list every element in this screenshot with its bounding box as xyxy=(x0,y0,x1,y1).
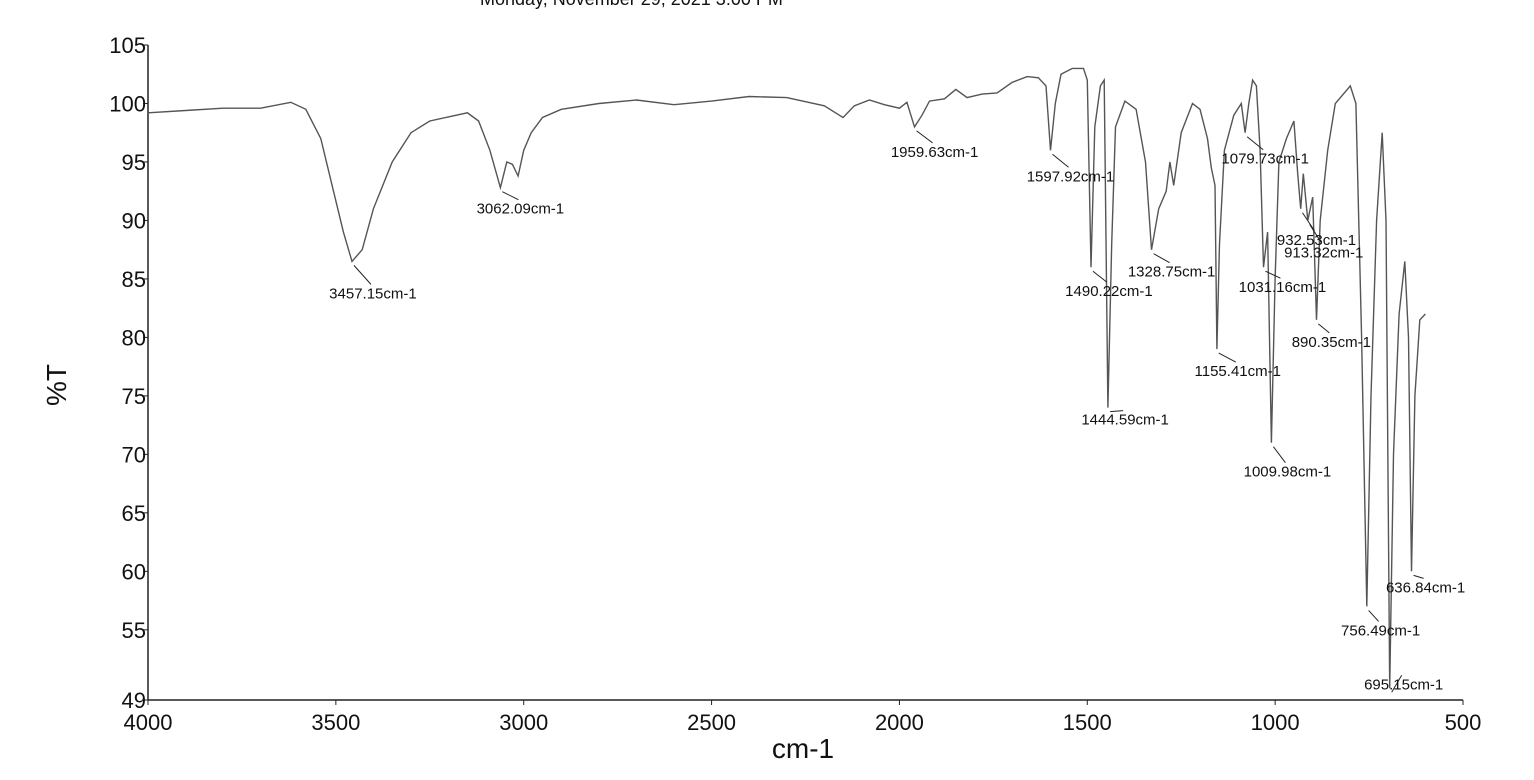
annotation-leader xyxy=(1218,352,1236,363)
annotation: 1597.92cm-1 xyxy=(1027,168,1115,185)
x-tick-label: 3500 xyxy=(311,710,360,735)
annotation-leader xyxy=(1153,253,1170,264)
annotation-leader xyxy=(916,130,933,144)
annotation-leader xyxy=(1368,610,1380,622)
y-tick-label: 80 xyxy=(122,325,146,350)
annotation-leader xyxy=(1302,212,1315,232)
annotation: 1031.16cm-1 xyxy=(1239,279,1327,296)
y-axis-label: %T xyxy=(41,364,72,406)
annotation-leader xyxy=(1246,136,1264,151)
annotation: 1009.98cm-1 xyxy=(1244,464,1332,481)
annotation: 756.49cm-1 xyxy=(1341,622,1420,639)
annotation-leader xyxy=(1265,270,1281,279)
y-tick-label: 55 xyxy=(122,618,146,643)
annotation: 1444.59cm-1 xyxy=(1081,412,1169,429)
spectrum-line xyxy=(147,67,1426,689)
chart-title: Monday, November 29, 2021 3:00 PM xyxy=(480,0,783,9)
y-tick-label: 90 xyxy=(122,208,146,233)
y-tick-label: 65 xyxy=(122,501,146,526)
annotation: 932.53cm-1 xyxy=(1277,232,1356,249)
annotation: 1959.63cm-1 xyxy=(891,144,979,161)
annotation-leader xyxy=(1092,270,1108,283)
y-tick-label: 105 xyxy=(109,33,146,58)
annotation-leader xyxy=(1318,323,1330,334)
y-tick-label: 95 xyxy=(122,150,146,175)
annotation-leader xyxy=(1110,410,1124,413)
annotation-leader xyxy=(1272,446,1286,463)
annotation-leader xyxy=(1413,574,1424,579)
annotation: 1490.22cm-1 xyxy=(1065,283,1153,300)
y-tick-label: 75 xyxy=(122,384,146,409)
annotation: 636.84cm-1 xyxy=(1386,579,1465,596)
x-tick-label: 1500 xyxy=(1063,710,1112,735)
annotation: 695.15cm-1 xyxy=(1364,676,1443,693)
x-axis-label: cm-1 xyxy=(772,733,834,764)
x-tick-label: 1000 xyxy=(1251,710,1300,735)
annotation: 3062.09cm-1 xyxy=(477,201,565,218)
annotation: 913.32cm-1 xyxy=(1284,244,1363,261)
x-tick-label: 2000 xyxy=(875,710,924,735)
annotation-leader xyxy=(1391,675,1403,693)
annotation-leader xyxy=(1052,153,1069,168)
annotation: 890.35cm-1 xyxy=(1292,334,1371,351)
y-tick-label: 100 xyxy=(109,91,146,116)
x-tick-label: 2500 xyxy=(687,710,736,735)
annotation-leader xyxy=(1309,224,1323,244)
x-tick-label: 500 xyxy=(1445,710,1482,735)
y-tick-label: 85 xyxy=(122,267,146,292)
annotation: 1079.73cm-1 xyxy=(1221,151,1309,168)
x-tick-label: 4000 xyxy=(124,710,173,735)
annotation-leader xyxy=(353,265,372,285)
y-tick-label: 70 xyxy=(122,442,146,467)
y-tick-label: 60 xyxy=(122,559,146,584)
y-tick-label: 49 xyxy=(122,688,146,713)
annotation: 1328.75cm-1 xyxy=(1128,264,1216,281)
annotation: 1155.41cm-1 xyxy=(1195,363,1281,380)
annotation-leader xyxy=(502,191,519,201)
x-tick-label: 3000 xyxy=(499,710,548,735)
annotation: 3457.15cm-1 xyxy=(329,285,417,302)
